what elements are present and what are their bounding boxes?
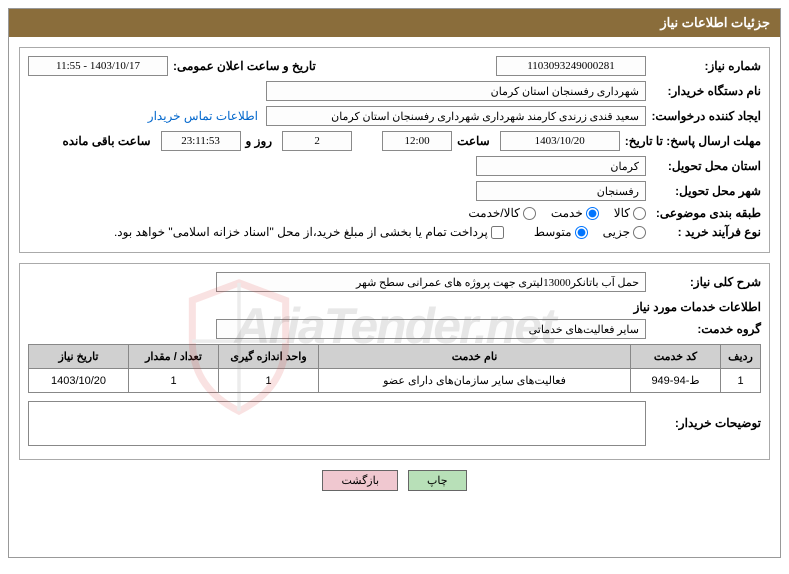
table-row: 1 ط-94-949 فعالیت‌های سایر سازمان‌های دا… [29,369,761,393]
cell-name: فعالیت‌های سایر سازمان‌های دارای عضو [319,369,631,393]
process-radio-group: جزیی متوسط [534,225,646,239]
need-number-field [496,56,646,76]
th-code: کد خدمت [631,345,721,369]
page-header: جزئیات اطلاعات نیاز [9,9,780,37]
process-radio-minor-label: جزیی [603,225,630,239]
button-row: چاپ بازگشت [19,470,770,491]
need-title-label: شرح کلی نیاز: [651,275,761,289]
th-qty: تعداد / مقدار [129,345,219,369]
buyer-org-label: نام دستگاه خریدار: [651,84,761,98]
category-radio-both-input[interactable] [523,207,536,220]
announce-date-label: تاریخ و ساعت اعلان عمومی: [173,59,316,73]
days-and-label: روز و [246,134,273,148]
delivery-city-label: شهر محل تحویل: [651,184,761,198]
process-radio-medium-label: متوسط [534,225,572,239]
main-info-fieldset: شماره نیاز: تاریخ و ساعت اعلان عمومی: نا… [19,47,770,253]
payment-note-label: پرداخت تمام یا بخشی از مبلغ خرید،از محل … [114,225,488,239]
delivery-city-field [476,181,646,201]
need-title-field [216,272,646,292]
deadline-date-field [500,131,620,151]
process-radio-medium[interactable]: متوسط [534,225,588,239]
category-label: طبقه بندی موضوعی: [651,206,761,220]
cell-row: 1 [721,369,761,393]
category-radio-both[interactable]: کالا/خدمت [468,206,535,220]
service-group-label: گروه خدمت: [651,322,761,336]
th-row: ردیف [721,345,761,369]
th-unit: واحد اندازه گیری [219,345,319,369]
requester-label: ایجاد کننده درخواست: [651,109,761,123]
payment-checkbox-input[interactable] [491,226,504,239]
category-radio-group: کالا خدمت کالا/خدمت [468,206,646,220]
print-button[interactable]: چاپ [408,470,467,491]
announce-date-field [28,56,168,76]
page-title: جزئیات اطلاعات نیاز [660,15,770,30]
buyer-notes-label: توضیحات خریدار: [651,401,761,430]
time-remaining-field [161,131,241,151]
buyer-contact-link[interactable]: اطلاعات تماس خریدار [148,109,258,123]
services-section-title: اطلاعات خدمات مورد نیاز [28,300,761,314]
remaining-label: ساعت باقی مانده [62,134,150,148]
need-number-label: شماره نیاز: [651,59,761,73]
category-radio-service-input[interactable] [586,207,599,220]
buyer-org-field [266,81,646,101]
category-radio-goods-label: کالا [614,206,630,220]
category-radio-service[interactable]: خدمت [551,206,599,220]
delivery-province-field [476,156,646,176]
category-radio-goods[interactable]: کالا [614,206,646,220]
delivery-province-label: استان محل تحویل: [651,159,761,173]
cell-date: 1403/10/20 [29,369,129,393]
services-table: ردیف کد خدمت نام خدمت واحد اندازه گیری ت… [28,344,761,393]
th-name: نام خدمت [319,345,631,369]
process-radio-minor[interactable]: جزیی [603,225,646,239]
deadline-label: مهلت ارسال پاسخ: تا تاریخ: [625,134,761,148]
category-radio-goods-input[interactable] [633,207,646,220]
cell-code: ط-94-949 [631,369,721,393]
cell-qty: 1 [129,369,219,393]
category-radio-service-label: خدمت [551,206,583,220]
requester-field [266,106,646,126]
service-group-field [216,319,646,339]
th-date: تاریخ نیاز [29,345,129,369]
deadline-time-field [382,131,452,151]
cell-unit: 1 [219,369,319,393]
back-button[interactable]: بازگشت [322,470,398,491]
category-radio-both-label: کالا/خدمت [468,206,519,220]
process-type-label: نوع فرآیند خرید : [651,225,761,239]
description-fieldset: شرح کلی نیاز: اطلاعات خدمات مورد نیاز گر… [19,263,770,460]
buyer-notes-textarea [28,401,646,446]
days-remaining-field [282,131,352,151]
payment-checkbox[interactable]: پرداخت تمام یا بخشی از مبلغ خرید،از محل … [114,225,504,239]
time-label: ساعت [457,134,490,148]
process-radio-medium-input[interactable] [575,226,588,239]
process-radio-minor-input[interactable] [633,226,646,239]
